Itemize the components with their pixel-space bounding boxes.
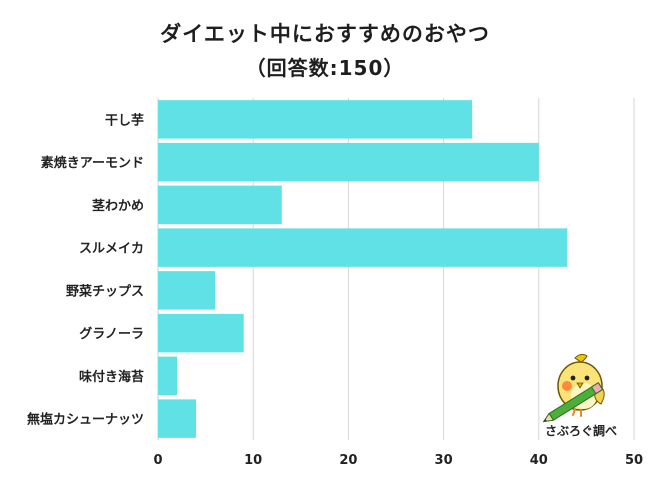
- category-label: スルメイカ: [79, 242, 144, 257]
- x-tick-label: 30: [435, 453, 453, 468]
- x-tick-labels: 0 10 20 30 40 50: [153, 453, 643, 468]
- x-tick-label: 20: [339, 453, 357, 468]
- category-label: 干し芋: [105, 112, 144, 128]
- bar: [158, 228, 568, 267]
- category-label: 素焼きアーモンド: [41, 155, 144, 171]
- bird-mascot-icon: [542, 353, 605, 423]
- category-label: 味付き海苔: [79, 369, 144, 385]
- brand-mascot: さぶろぐ調べ: [535, 352, 627, 438]
- x-tick-label: 0: [153, 453, 162, 468]
- brand-label: さぶろぐ調べ: [544, 424, 617, 438]
- x-tick-label: 40: [530, 453, 548, 468]
- category-labels: 干し芋素焼きアーモンド茎わかめスルメイカ野菜チップスグラノーラ味付き海苔無塩カシ…: [27, 112, 144, 427]
- category-label: 無塩カシューナッツ: [27, 412, 144, 428]
- category-label: グラノーラ: [79, 326, 144, 342]
- bars: [158, 100, 568, 438]
- bar: [158, 142, 539, 182]
- bar: [158, 399, 197, 438]
- category-label: 野菜チップス: [66, 283, 144, 299]
- x-tick-label: 10: [244, 453, 262, 468]
- bar: [158, 313, 244, 353]
- bar: [158, 185, 282, 225]
- x-tick-label: 50: [625, 453, 643, 468]
- category-label: 茎わかめ: [92, 198, 144, 214]
- chart-subtitle: （回答数:150）: [245, 56, 405, 80]
- chart-title: ダイエット中におすすめのおやつ: [160, 22, 490, 46]
- bar: [158, 356, 178, 396]
- bar: [158, 271, 216, 310]
- bar: [158, 100, 473, 139]
